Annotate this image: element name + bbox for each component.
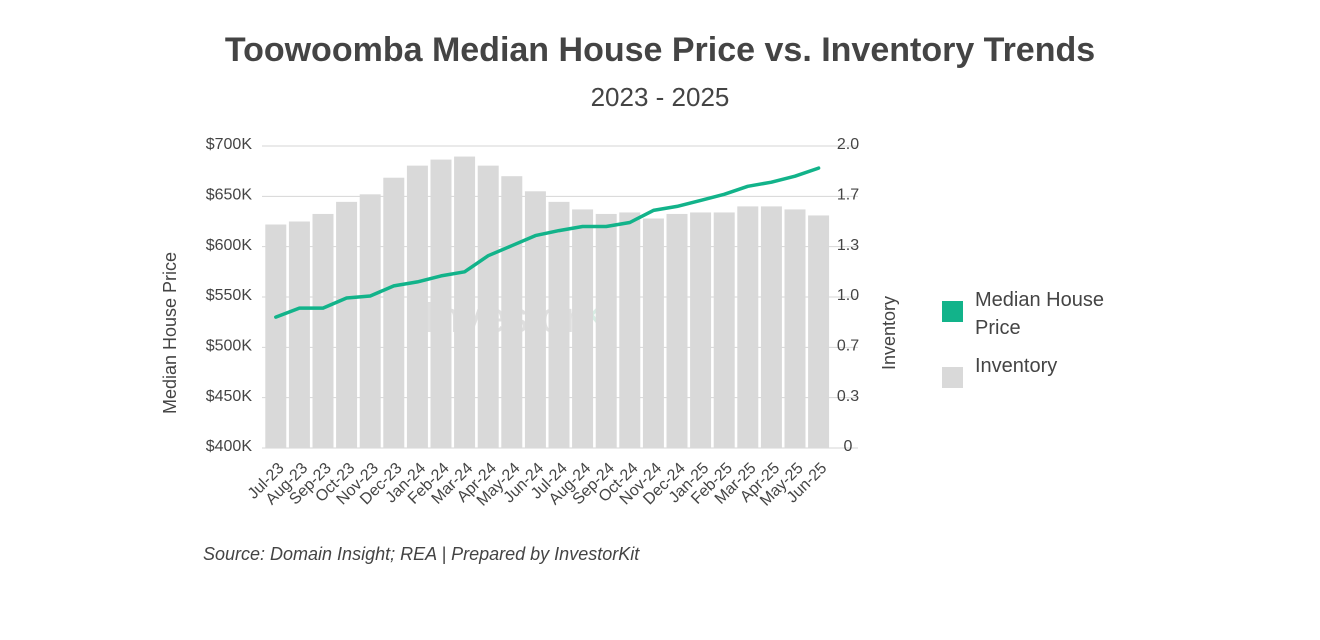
bar — [454, 156, 476, 448]
legend-swatch — [942, 301, 963, 322]
chart-subtitle: 2023 - 2025 — [591, 82, 730, 112]
y2-tick-label: 0.3 — [837, 388, 859, 405]
legend: Median House Price Inventory — [942, 286, 1132, 398]
y-tick-label: $650K — [206, 187, 253, 204]
bar — [312, 213, 334, 448]
legend-label: Median House Price — [975, 289, 1104, 339]
y-tick-label: $450K — [206, 388, 253, 405]
legend-label: Inventory — [975, 355, 1058, 377]
line — [274, 166, 821, 319]
y2-tick-label: 0.7 — [837, 338, 859, 355]
bar — [548, 201, 570, 448]
bar — [336, 201, 358, 448]
bar — [619, 212, 641, 448]
y2-tick-label: 1.7 — [837, 187, 859, 204]
legend-item: Median House Price — [942, 286, 1132, 342]
bar — [784, 209, 806, 448]
bar — [666, 213, 688, 448]
chart-title: Toowoomba Median House Price vs. Invento… — [225, 31, 1095, 69]
bar — [383, 177, 405, 448]
bar — [737, 206, 759, 448]
bar — [808, 215, 830, 448]
y2-tick-label: 0 — [844, 438, 853, 455]
y-tick-label: $550K — [206, 287, 253, 304]
legend-swatch — [942, 367, 963, 388]
bar — [690, 212, 712, 448]
y2-tick-label: 1.3 — [837, 237, 859, 254]
bar — [430, 159, 452, 448]
bar — [501, 176, 523, 448]
bar — [760, 206, 782, 448]
bar — [524, 191, 546, 449]
y-tick-label: $500K — [206, 338, 253, 355]
bar — [288, 221, 310, 448]
source-note: Source: Domain Insight; REA | Prepared b… — [203, 544, 640, 564]
bar — [477, 165, 499, 448]
bar — [642, 218, 664, 448]
y-tick-label: $700K — [206, 136, 253, 153]
bar — [713, 212, 735, 448]
y-tick-label: $400K — [206, 438, 253, 455]
bar — [595, 213, 617, 448]
bar — [359, 194, 381, 448]
legend-item: Inventory — [942, 352, 1132, 388]
y2-tick-label: 2.0 — [837, 136, 859, 153]
y-tick-label: $600K — [206, 237, 253, 254]
bar — [406, 165, 428, 448]
y2-tick-label: 1.0 — [837, 287, 859, 304]
bar — [572, 209, 594, 448]
y-axis-label: Median House Price — [160, 252, 180, 414]
y2-axis-label: Inventory — [879, 296, 899, 370]
bar — [265, 224, 287, 448]
